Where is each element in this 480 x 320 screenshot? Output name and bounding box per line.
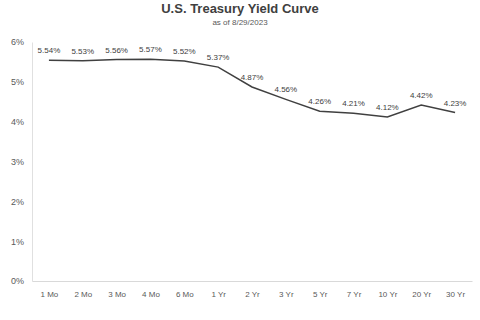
data-label: 4.42% [410,91,433,100]
subtitle: as of 8/29/2023 [212,18,268,27]
x-axis-line [33,281,473,282]
data-label: 4.87% [241,73,264,82]
series [49,59,455,117]
x-tick: 5 Yr [313,281,328,299]
x-tick-label: 2 Mo [74,290,92,299]
y-tick-label: 3% [11,157,24,167]
x-tick: 7 Yr [347,281,362,299]
data-label: 4.21% [342,99,365,108]
data-label: 4.56% [275,85,298,94]
y-tick-label: 6% [11,37,24,47]
x-tick: 10 Yr [378,281,397,299]
y-axis-line [32,43,33,282]
x-tick: 1 Mo [41,281,59,299]
x-tick-label: 7 Yr [347,290,362,299]
data-label: 4.26% [308,97,331,106]
x-tick: 20 Yr [412,281,431,299]
data-labels: 5.54% 5.53% 5.56% 5.57% 5.52% 5.37% 4.87% 4.56%… [38,45,467,112]
x-tick-label: 30 Yr [446,290,465,299]
y-tick-label: 4% [11,117,24,127]
x-tick-label: 6 Mo [176,290,194,299]
x-tick: 1 Yr [211,281,226,299]
data-label: 5.53% [71,47,94,56]
x-tick-label: 3 Mo [108,290,126,299]
y-tick-label: 2% [11,197,24,207]
x-tick: 3 Mo [108,281,126,299]
y-tick: 6% [11,37,32,47]
x-tick-label: 4 Mo [142,290,160,299]
y-tick-label: 5% [11,77,24,87]
data-label: 4.12% [376,103,399,112]
y-tick-label: 0% [11,276,24,286]
x-tick: 30 Yr [446,281,465,299]
x-tick: 2 Mo [74,281,92,299]
x-tick: 3 Yr [279,281,294,299]
y-tick: 4% [11,117,32,127]
x-tick-label: 1 Yr [211,290,226,299]
x-tick: 4 Mo [142,281,160,299]
data-label: 5.52% [173,47,196,56]
x-tick-label: 5 Yr [313,290,328,299]
line [49,59,455,117]
plot: 0% 1% 2% 3% 4% 5% 6% 1 Mo 2 Mo 3 Mo 4 Mo 6 Mo 1 Yr 2 … [11,37,473,298]
y-tick: 1% [11,237,32,247]
y-tick: 0% [11,276,32,286]
y-axis: 0% 1% 2% 3% 4% 5% 6% [11,37,33,286]
data-label: 4.23% [444,99,467,108]
x-tick: 6 Mo [176,281,194,299]
x-tick-label: 2 Yr [245,290,260,299]
y-tick: 2% [11,197,32,207]
x-tick: 2 Yr [245,281,260,299]
title: U.S. Treasury Yield Curve [161,1,319,16]
y-tick-label: 1% [11,237,24,247]
data-label: 5.57% [139,45,162,54]
x-tick-label: 20 Yr [412,290,431,299]
x-tick-label: 10 Yr [378,290,397,299]
x-tick-label: 3 Yr [279,290,294,299]
data-label: 5.54% [38,46,61,55]
x-tick-label: 1 Mo [41,290,59,299]
x-axis: 1 Mo 2 Mo 3 Mo 4 Mo 6 Mo 1 Yr 2 Yr 3 Yr 5 Yr 7 Yr… [33,281,473,299]
y-tick: 3% [11,157,32,167]
data-label: 5.37% [207,53,230,62]
data-label: 5.56% [105,46,128,55]
chart: U.S. Treasury Yield Curve as of 8/29/2023… [0,0,480,320]
y-tick: 5% [11,77,32,87]
